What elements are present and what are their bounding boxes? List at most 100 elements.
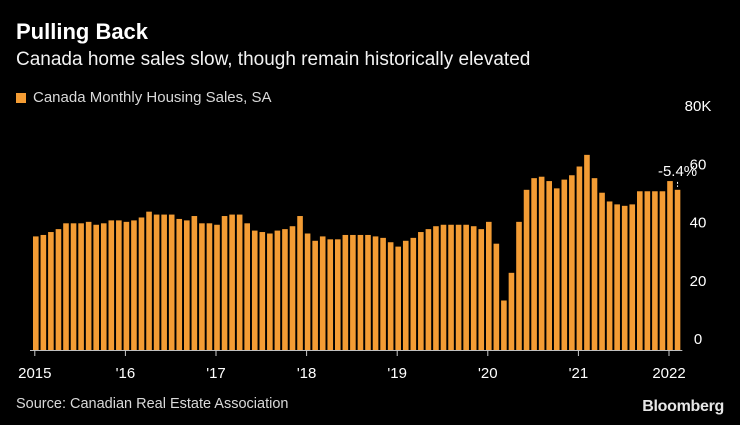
bar [282, 229, 288, 350]
bar [463, 224, 469, 350]
bar [48, 232, 54, 350]
bar [70, 223, 77, 350]
x-tick-label: '21 [569, 365, 589, 382]
bar [214, 224, 220, 350]
bloomberg-logo: Bloomberg [642, 398, 724, 415]
bar [372, 236, 379, 350]
bar [606, 201, 613, 350]
bar [584, 154, 590, 350]
bar [448, 224, 454, 350]
bar [168, 214, 175, 350]
x-tick-label: '17 [206, 365, 226, 382]
bar [561, 179, 568, 350]
bar [274, 230, 281, 350]
y-tick-label: 80K [685, 98, 712, 115]
source-note: Source: Canadian Real Estate Association [16, 396, 289, 412]
bar [350, 234, 356, 350]
annotation-label: -5.4% [658, 163, 697, 180]
bar [470, 226, 477, 350]
bar [40, 234, 47, 350]
bar [229, 214, 235, 350]
legend-label: Canada Monthly Housing Sales, SA [33, 89, 272, 106]
bar [523, 189, 530, 350]
bar [138, 217, 145, 350]
y-tick-label: 40 [690, 215, 707, 232]
bar [184, 220, 190, 350]
bar [576, 166, 583, 350]
bar [153, 214, 160, 350]
bar [599, 192, 605, 350]
bar [342, 234, 349, 350]
bar [327, 239, 334, 350]
annotation-group: -5.4% [658, 163, 697, 187]
bar [365, 234, 371, 350]
y-tick-label: 0 [694, 331, 702, 348]
bar [251, 230, 258, 350]
bars-group [33, 154, 681, 351]
bar [63, 223, 69, 350]
bar [637, 191, 643, 350]
x-tick-label: '18 [297, 365, 317, 382]
bar [85, 221, 92, 350]
bar [591, 178, 598, 350]
bar [667, 181, 673, 350]
bar [486, 221, 492, 350]
bar [116, 220, 122, 350]
bar [55, 229, 62, 350]
bar [191, 216, 198, 350]
bar [659, 191, 666, 350]
bar [440, 224, 447, 350]
bar [297, 216, 303, 350]
bar [319, 236, 326, 350]
x-ticks-group: 2015 '16 '17 '18 '19 '20 '21 2022 [18, 350, 686, 382]
bar [425, 229, 432, 350]
bar [493, 243, 500, 350]
bar [531, 178, 537, 350]
bar [387, 242, 394, 350]
bar [335, 239, 341, 350]
bar [100, 223, 107, 350]
bar [395, 246, 401, 350]
bar [644, 191, 651, 350]
chart-title: Pulling Back [16, 19, 149, 44]
bar [418, 232, 424, 350]
bar [161, 214, 167, 350]
bar [33, 236, 39, 350]
bar [546, 181, 552, 350]
bar [516, 221, 522, 350]
bar [621, 205, 628, 350]
x-tick-label: '16 [116, 365, 136, 382]
legend-swatch [16, 92, 26, 103]
bar [236, 214, 243, 350]
bar [304, 233, 311, 350]
bar [146, 211, 152, 350]
y-ticks-group: 0 20 40 60 80K [685, 98, 712, 348]
bar [221, 216, 228, 350]
bar [410, 237, 417, 350]
bar [652, 191, 658, 350]
bar [78, 223, 84, 350]
x-tick-label: '19 [387, 365, 407, 382]
bar [206, 223, 213, 350]
bar [259, 232, 266, 350]
bar [538, 176, 545, 350]
bar [93, 224, 99, 350]
chart-subtitle: Canada home sales slow, though remain hi… [16, 49, 531, 70]
bar [629, 204, 636, 351]
bar [508, 272, 515, 350]
bar [312, 240, 318, 350]
bar [244, 223, 250, 350]
bar [267, 233, 273, 350]
bar [402, 240, 409, 350]
bar [433, 226, 439, 350]
x-tick-label: 2022 [652, 365, 685, 382]
bar [289, 226, 296, 350]
bar [380, 237, 386, 350]
bar [569, 175, 575, 350]
bar [674, 189, 681, 350]
bar [614, 204, 620, 351]
bar [123, 221, 130, 350]
bar [199, 223, 205, 350]
y-tick-label: 60 [690, 156, 707, 173]
